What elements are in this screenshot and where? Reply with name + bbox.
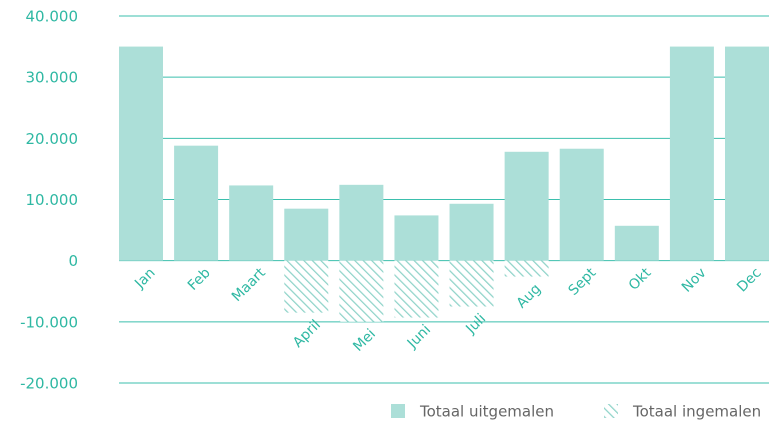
y-tick-label: 0 (68, 252, 78, 270)
x-tick-label: Aug (514, 281, 545, 312)
x-tick-label: Nov (679, 265, 710, 296)
x-tick-label: Maart (229, 265, 269, 305)
x-tick-label: Jan (131, 265, 158, 292)
y-tick-label: 40.000 (26, 8, 79, 26)
hatched-bar (394, 260, 439, 318)
y-tick-label: 20.000 (26, 130, 79, 148)
legend-label: Totaal ingemalen (632, 403, 761, 421)
hatched-bar (284, 260, 329, 313)
bar (725, 46, 769, 261)
bar (394, 215, 439, 261)
x-tick-label: Dec (734, 265, 764, 295)
hatched-bar (504, 260, 549, 277)
x-tick-label: Mei (350, 326, 379, 355)
y-tick-label: 30.000 (26, 69, 79, 87)
x-tick-label: Sept (566, 265, 600, 299)
bar (449, 203, 494, 261)
x-tick-label: Okt (626, 265, 655, 294)
bar (614, 225, 659, 261)
y-tick-label: -10.000 (20, 313, 78, 331)
hatched-bar (449, 260, 494, 307)
bar (284, 208, 329, 261)
legend-swatch (604, 404, 618, 418)
legend-swatch (391, 404, 405, 418)
bar (559, 148, 604, 261)
x-tick-label: Juli (462, 311, 489, 338)
bar (174, 145, 219, 261)
legend-label: Totaal uitgemalen (419, 403, 554, 421)
x-tick-label: Juni (404, 322, 434, 352)
y-tick-label: 10.000 (26, 191, 79, 209)
y-tick-label: -20.000 (20, 375, 78, 393)
bar (229, 185, 274, 261)
bar (504, 151, 549, 261)
bar (119, 46, 163, 261)
x-tick-label: Feb (185, 265, 214, 294)
hatched-bar (339, 260, 384, 322)
bar (339, 184, 384, 261)
bar (669, 46, 714, 261)
